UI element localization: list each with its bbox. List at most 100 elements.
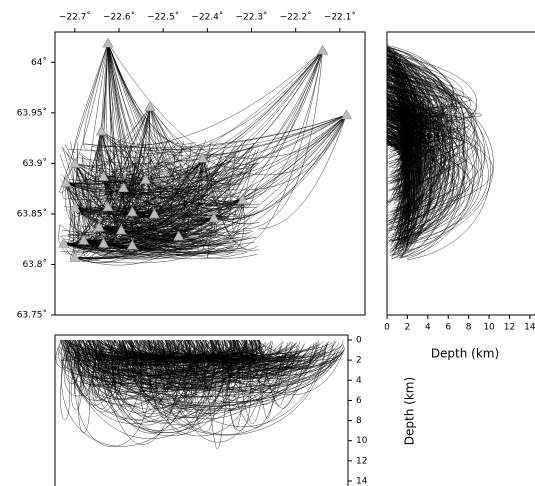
ray-path bbox=[65, 141, 147, 190]
ray-path bbox=[135, 339, 194, 362]
ray-path bbox=[167, 339, 198, 413]
ray-path bbox=[145, 114, 347, 157]
ray-path bbox=[101, 339, 176, 358]
ray-path bbox=[83, 145, 154, 245]
ray-path bbox=[69, 224, 133, 246]
ray-path bbox=[198, 50, 323, 189]
ray-path bbox=[76, 176, 107, 211]
ray-path bbox=[209, 114, 347, 207]
ray-path bbox=[105, 158, 204, 216]
depth-rays-side bbox=[387, 44, 494, 261]
y-tick-label: 10 bbox=[356, 436, 368, 446]
ray-path bbox=[387, 114, 439, 152]
ray-path bbox=[152, 339, 238, 360]
ray-path bbox=[387, 69, 425, 239]
ray-path bbox=[387, 46, 431, 249]
ray-path bbox=[107, 43, 238, 215]
ray-path bbox=[97, 339, 187, 445]
ray-path bbox=[99, 226, 216, 240]
ray-path bbox=[154, 199, 243, 232]
ray-path bbox=[387, 97, 410, 228]
ray-path bbox=[387, 141, 412, 231]
ray-path bbox=[198, 339, 214, 360]
station bbox=[58, 237, 70, 248]
station bbox=[69, 202, 81, 213]
x-tick-label: −22.5˚ bbox=[147, 12, 179, 23]
ray-path bbox=[387, 139, 406, 148]
station bbox=[60, 176, 72, 187]
ray-path bbox=[78, 153, 214, 219]
ray-path bbox=[387, 111, 422, 191]
ray-path bbox=[132, 225, 202, 252]
ray-path bbox=[387, 59, 454, 121]
ray-path bbox=[235, 339, 345, 396]
ray-path bbox=[83, 339, 109, 399]
station bbox=[102, 201, 114, 212]
ray-path bbox=[387, 93, 404, 205]
ray-path bbox=[202, 158, 236, 216]
map-rays bbox=[58, 42, 347, 266]
ray-path bbox=[387, 64, 424, 221]
station bbox=[208, 212, 220, 223]
x-tick-label: 12 bbox=[504, 323, 515, 333]
ray-path bbox=[387, 81, 418, 153]
ray-path bbox=[123, 174, 231, 198]
ray-path bbox=[132, 203, 205, 213]
ray-path bbox=[83, 203, 157, 241]
y-tick-label: 63.9˚ bbox=[22, 158, 47, 169]
ray-path bbox=[107, 43, 122, 206]
ray-path bbox=[253, 339, 340, 370]
ray-path bbox=[69, 207, 77, 239]
station bbox=[98, 170, 110, 181]
ray-path bbox=[123, 178, 169, 191]
ray-path bbox=[103, 176, 118, 205]
ray-path bbox=[387, 83, 414, 143]
ray-path bbox=[149, 106, 208, 178]
station bbox=[102, 37, 114, 48]
ray-path bbox=[171, 339, 339, 393]
ray-path bbox=[174, 339, 247, 386]
ray-path bbox=[238, 339, 278, 368]
ray-path bbox=[201, 158, 244, 185]
ray-path bbox=[132, 211, 201, 231]
ray-path bbox=[195, 339, 229, 416]
ray-path bbox=[81, 339, 207, 377]
ray-path bbox=[387, 88, 410, 251]
y-tick-label: 8 bbox=[356, 416, 362, 426]
ray-path bbox=[250, 339, 284, 419]
y-tick-label: 64˚ bbox=[31, 57, 47, 68]
ray-path bbox=[74, 189, 204, 210]
ray-path bbox=[107, 42, 259, 165]
station bbox=[173, 230, 185, 241]
ray-path bbox=[68, 211, 104, 244]
ray-path bbox=[107, 43, 229, 155]
ray-path bbox=[63, 243, 170, 260]
depth-rays-bottom bbox=[55, 339, 345, 450]
station bbox=[197, 152, 209, 163]
station bbox=[69, 157, 81, 168]
ray-path bbox=[72, 43, 109, 217]
ray-path bbox=[120, 174, 155, 215]
ray-path bbox=[83, 220, 138, 241]
ray-path bbox=[200, 339, 235, 450]
ray-path bbox=[387, 125, 466, 158]
ray-path bbox=[75, 339, 89, 393]
x-tick-label: −22.2˚ bbox=[280, 12, 312, 23]
ray-path bbox=[101, 131, 143, 168]
station bbox=[126, 239, 138, 250]
ray-path bbox=[257, 339, 306, 409]
ray-path bbox=[147, 106, 157, 232]
ray-path bbox=[132, 201, 206, 216]
x-tick-label: −22.4˚ bbox=[191, 12, 223, 23]
ray-path bbox=[99, 167, 203, 232]
ray-path bbox=[73, 43, 109, 154]
ray-path bbox=[191, 199, 243, 246]
station bbox=[140, 173, 152, 184]
ray-path bbox=[74, 185, 109, 211]
y-tick-label: 12 bbox=[356, 456, 367, 466]
ray-path bbox=[387, 50, 458, 199]
ray-path bbox=[387, 118, 415, 199]
ray-path bbox=[387, 83, 472, 115]
ray-path bbox=[99, 130, 140, 175]
ray-path bbox=[106, 339, 327, 379]
